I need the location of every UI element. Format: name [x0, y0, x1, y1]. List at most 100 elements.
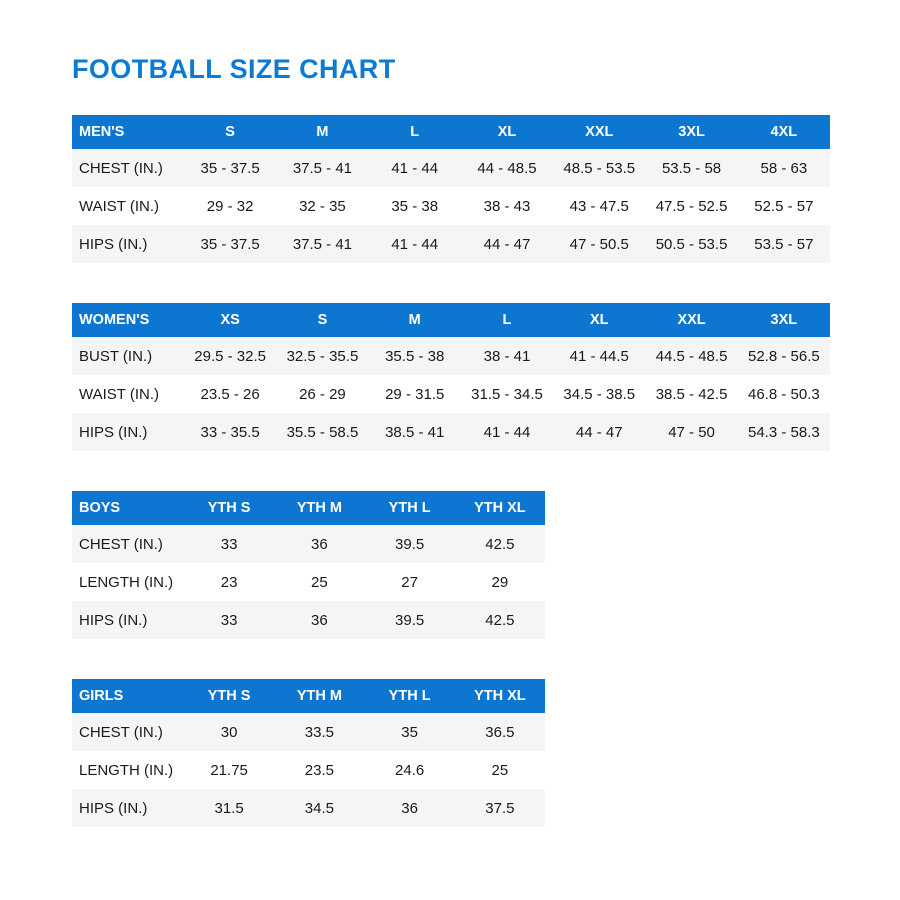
size-value: 44 - 48.5 — [477, 159, 537, 177]
size-value: 35.5 - 58.5 — [286, 423, 359, 441]
table-row: CHEST (IN.) 30 33.5 35 36.5 — [72, 713, 545, 751]
table-title-mens: MEN'S — [72, 115, 184, 149]
table-row: CHEST (IN.) 35 - 37.5 37.5 - 41 41 - 44 44 -… — [72, 149, 830, 187]
size-value: 37.5 — [485, 799, 515, 817]
measurement-label: WAIST (IN.) — [79, 197, 159, 215]
measurement-label: HIPS (IN.) — [79, 423, 148, 441]
header-row-womens: WOMEN'S XS S M L XL XXL 3XL — [72, 303, 830, 337]
size-value: 44 - 47 — [483, 235, 531, 253]
size-value: 31.5 - 34.5 — [471, 385, 543, 403]
size-value: 38.5 - 41 — [385, 423, 445, 441]
size-column-header: YTH XL — [454, 679, 545, 713]
table-row: HIPS (IN.) 33 36 39.5 42.5 — [72, 601, 545, 639]
size-column-header: XXL — [645, 303, 738, 337]
size-value: 25 — [491, 761, 509, 779]
size-value: 36 — [311, 535, 328, 553]
size-column-header: M — [276, 115, 369, 149]
measurement-label: HIPS (IN.) — [79, 611, 148, 629]
size-column-header: YTH M — [274, 679, 365, 713]
size-value: 47 - 50 — [668, 423, 715, 441]
size-table-boys: BOYS YTH S YTH M YTH L YTH XL CHEST (IN.) 33 36… — [72, 491, 545, 639]
size-value: 48.5 - 53.5 — [563, 159, 636, 177]
size-value: 39.5 — [395, 535, 425, 553]
size-column-header: L — [460, 303, 554, 337]
size-value: 38 - 41 — [483, 347, 531, 365]
measurement-label: BUST (IN.) — [79, 347, 153, 365]
header-row-mens: MEN'S S M L XL XXL 3XL 4XL — [72, 115, 830, 149]
size-value: 35 - 37.5 — [200, 159, 260, 177]
measurement-label: LENGTH (IN.) — [79, 573, 174, 591]
size-value: 35 - 38 — [391, 197, 439, 215]
size-column-header: YTH L — [364, 491, 455, 525]
size-value: 23 — [220, 573, 238, 591]
size-value: 33 — [220, 535, 238, 553]
size-value: 58 - 63 — [760, 159, 808, 177]
size-value: 24.6 — [395, 761, 425, 779]
size-value: 36 — [311, 611, 328, 629]
size-value: 34.5 — [304, 799, 334, 817]
size-table-mens: MEN'S S M L XL XXL 3XL 4XL CHEST (IN.) 35 - 37.5 3… — [72, 115, 830, 263]
size-column-header: 3XL — [737, 303, 830, 337]
table-row: BUST (IN.) 29.5 - 32.5 32.5 - 35.5 35.5 - 3… — [72, 337, 830, 375]
size-value: 21.75 — [210, 761, 248, 779]
table-row: LENGTH (IN.) 21.75 23.5 24.6 25 — [72, 751, 545, 789]
measurement-label: HIPS (IN.) — [79, 235, 148, 253]
size-value: 29 — [491, 573, 509, 591]
size-column-header: XXL — [553, 115, 646, 149]
size-column-header: 3XL — [645, 115, 738, 149]
size-value: 44.5 - 48.5 — [655, 347, 728, 365]
size-value: 36 — [401, 799, 418, 817]
size-value: 37.5 - 41 — [292, 159, 353, 177]
measurement-label: CHEST (IN.) — [79, 723, 163, 741]
table-title-womens: WOMEN'S — [72, 303, 184, 337]
measurement-label: HIPS (IN.) — [79, 799, 148, 817]
size-value: 52.8 - 56.5 — [747, 347, 820, 365]
size-value: 41 - 44.5 — [569, 347, 629, 365]
size-value: 38.5 - 42.5 — [655, 385, 728, 403]
size-value: 53.5 - 58 — [661, 159, 722, 177]
measurement-label: CHEST (IN.) — [79, 159, 163, 177]
size-value: 30 — [220, 723, 238, 741]
size-value: 26 - 29 — [299, 385, 346, 403]
size-value: 47 - 50.5 — [569, 235, 629, 253]
size-column-header: XS — [184, 303, 277, 337]
measurement-label: CHEST (IN.) — [79, 535, 163, 553]
table-row: HIPS (IN.) 33 - 35.5 35.5 - 58.5 38.5 - 41 4… — [72, 413, 830, 451]
size-column-header: YTH M — [274, 491, 365, 525]
size-value: 52.5 - 57 — [754, 197, 814, 215]
table-title-girls: GIRLS — [72, 679, 184, 713]
size-table-girls: GIRLS YTH S YTH M YTH L YTH XL CHEST (IN.) 30 3… — [72, 679, 545, 827]
size-column-header: YTH S — [184, 491, 275, 525]
size-value: 34.5 - 38.5 — [563, 385, 636, 403]
table-row: HIPS (IN.) 31.5 34.5 36 37.5 — [72, 789, 545, 827]
size-value: 42.5 — [485, 611, 515, 629]
size-column-header: YTH L — [364, 679, 455, 713]
measurement-label: LENGTH (IN.) — [79, 761, 174, 779]
tables-container: MEN'S S M L XL XXL 3XL 4XL CHEST (IN.) 35 - 37.5 3… — [72, 115, 830, 827]
size-table-womens: WOMEN'S XS S M L XL XXL 3XL BUST (IN.) 29.5 - 32.… — [72, 303, 830, 451]
size-value: 29 - 32 — [206, 197, 254, 215]
size-value: 32.5 - 35.5 — [286, 347, 359, 365]
size-value: 27 — [401, 573, 418, 591]
size-value: 54.3 - 58.3 — [747, 423, 820, 441]
size-value: 33 - 35.5 — [200, 423, 260, 441]
size-value: 38 - 43 — [483, 197, 531, 215]
size-value: 41 - 44 — [391, 159, 439, 177]
table-row: WAIST (IN.) 23.5 - 26 26 - 29 29 - 31.5 31.5… — [72, 375, 830, 413]
size-value: 35 - 37.5 — [200, 235, 260, 253]
size-value: 23.5 — [304, 761, 334, 779]
size-column-header: L — [368, 115, 461, 149]
table-row: LENGTH (IN.) 23 25 27 29 — [72, 563, 545, 601]
size-value: 23.5 - 26 — [200, 385, 260, 403]
size-column-header: XL — [460, 115, 554, 149]
size-value: 50.5 - 53.5 — [655, 235, 728, 253]
size-column-header: YTH S — [184, 679, 275, 713]
size-value: 35 — [401, 723, 418, 741]
size-column-header: M — [368, 303, 461, 337]
size-column-header: YTH XL — [454, 491, 545, 525]
size-value: 37.5 - 41 — [292, 235, 353, 253]
size-value: 41 - 44 — [391, 235, 439, 253]
table-row: CHEST (IN.) 33 36 39.5 42.5 — [72, 525, 545, 563]
size-value: 53.5 - 57 — [754, 235, 814, 253]
size-value: 42.5 — [485, 535, 515, 553]
